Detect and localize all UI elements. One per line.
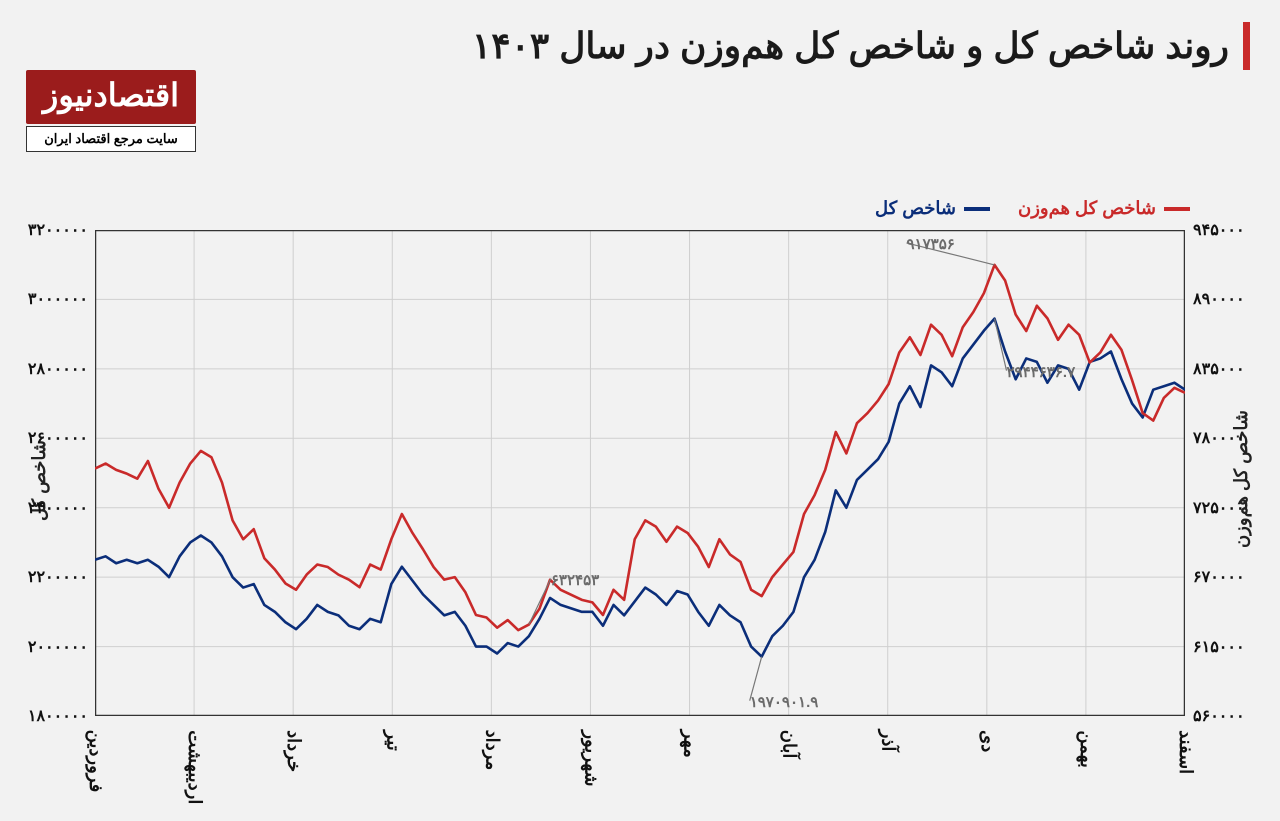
annotation: ۲۹۴۴۶۳۶.۷ (1007, 363, 1076, 381)
y-left-tick: ۲۶۰۰۰۰۰ (10, 428, 88, 448)
title-accent (1243, 22, 1250, 70)
annotation: ۱۹۷۰۹۰۱.۹ (750, 693, 819, 711)
logo-main: اقتصادنیوز (26, 70, 196, 124)
legend-label-blue: شاخص کل (875, 198, 956, 219)
logo: اقتصادنیوز سایت مرجع اقتصاد ایران (26, 70, 196, 152)
legend-item-blue: شاخص کل (875, 198, 990, 219)
x-tick: خرداد (283, 730, 305, 772)
x-tick: تیر (382, 730, 404, 750)
x-tick: مهر (680, 730, 702, 758)
x-tick: دی (977, 730, 999, 752)
chart-container: روند شاخص کل و شاخص کل هم‌وزن در سال ۱۴۰… (0, 0, 1280, 821)
x-tick: فروردین (85, 730, 107, 793)
x-tick: اسفند (1175, 730, 1197, 774)
y-left-tick: ۱۸۰۰۰۰۰ (10, 706, 88, 726)
legend-swatch-red (1164, 207, 1190, 211)
legend: شاخص کل هم‌وزن شاخص کل (875, 198, 1190, 219)
logo-subtitle: سایت مرجع اقتصاد ایران (26, 126, 196, 152)
y-left-tick: ۳۰۰۰۰۰۰ (10, 289, 88, 309)
annotation: ۹۱۷۳۵۶ (907, 235, 955, 253)
x-tick: اردیبهشت (184, 730, 206, 804)
x-tick: مرداد (481, 730, 503, 771)
y-left-tick: ۲۲۰۰۰۰۰ (10, 567, 88, 587)
y-right-tick: ۷۸۰۰۰۰ (1193, 428, 1265, 448)
y-right-tick: ۸۳۵۰۰۰ (1193, 359, 1265, 379)
plot-area: ۱۸۰۰۰۰۰۲۰۰۰۰۰۰۲۲۰۰۰۰۰۲۴۰۰۰۰۰۲۶۰۰۰۰۰۲۸۰۰۰… (95, 230, 1185, 716)
title-bar: روند شاخص کل و شاخص کل هم‌وزن در سال ۱۴۰… (472, 22, 1250, 70)
legend-item-red: شاخص کل هم‌وزن (1018, 198, 1190, 219)
x-tick: آبان (779, 730, 801, 759)
y-right-tick: ۷۲۵۰۰۰ (1193, 498, 1265, 518)
annotation: ۶۳۲۴۵۳ (551, 571, 599, 589)
y-right-tick: ۸۹۰۰۰۰ (1193, 289, 1265, 309)
y-left-tick: ۲۸۰۰۰۰۰ (10, 359, 88, 379)
chart-title: روند شاخص کل و شاخص کل هم‌وزن در سال ۱۴۰… (472, 25, 1229, 67)
y-right-tick: ۶۷۰۰۰۰ (1193, 567, 1265, 587)
x-tick: شهریور (580, 730, 602, 786)
y-left-tick: ۲۰۰۰۰۰۰ (10, 637, 88, 657)
y-right-tick: ۵۶۰۰۰۰ (1193, 706, 1265, 726)
y-right-tick: ۶۱۵۰۰۰ (1193, 637, 1265, 657)
legend-label-red: شاخص کل هم‌وزن (1018, 198, 1156, 219)
x-tick: بهمن (1076, 730, 1098, 767)
y-left-tick: ۳۲۰۰۰۰۰ (10, 220, 88, 240)
y-right-tick: ۹۴۵۰۰۰ (1193, 220, 1265, 240)
x-tick: آذر (878, 730, 900, 752)
plot-svg (95, 230, 1185, 716)
legend-swatch-blue (964, 207, 990, 211)
y-left-tick: ۲۴۰۰۰۰۰ (10, 498, 88, 518)
